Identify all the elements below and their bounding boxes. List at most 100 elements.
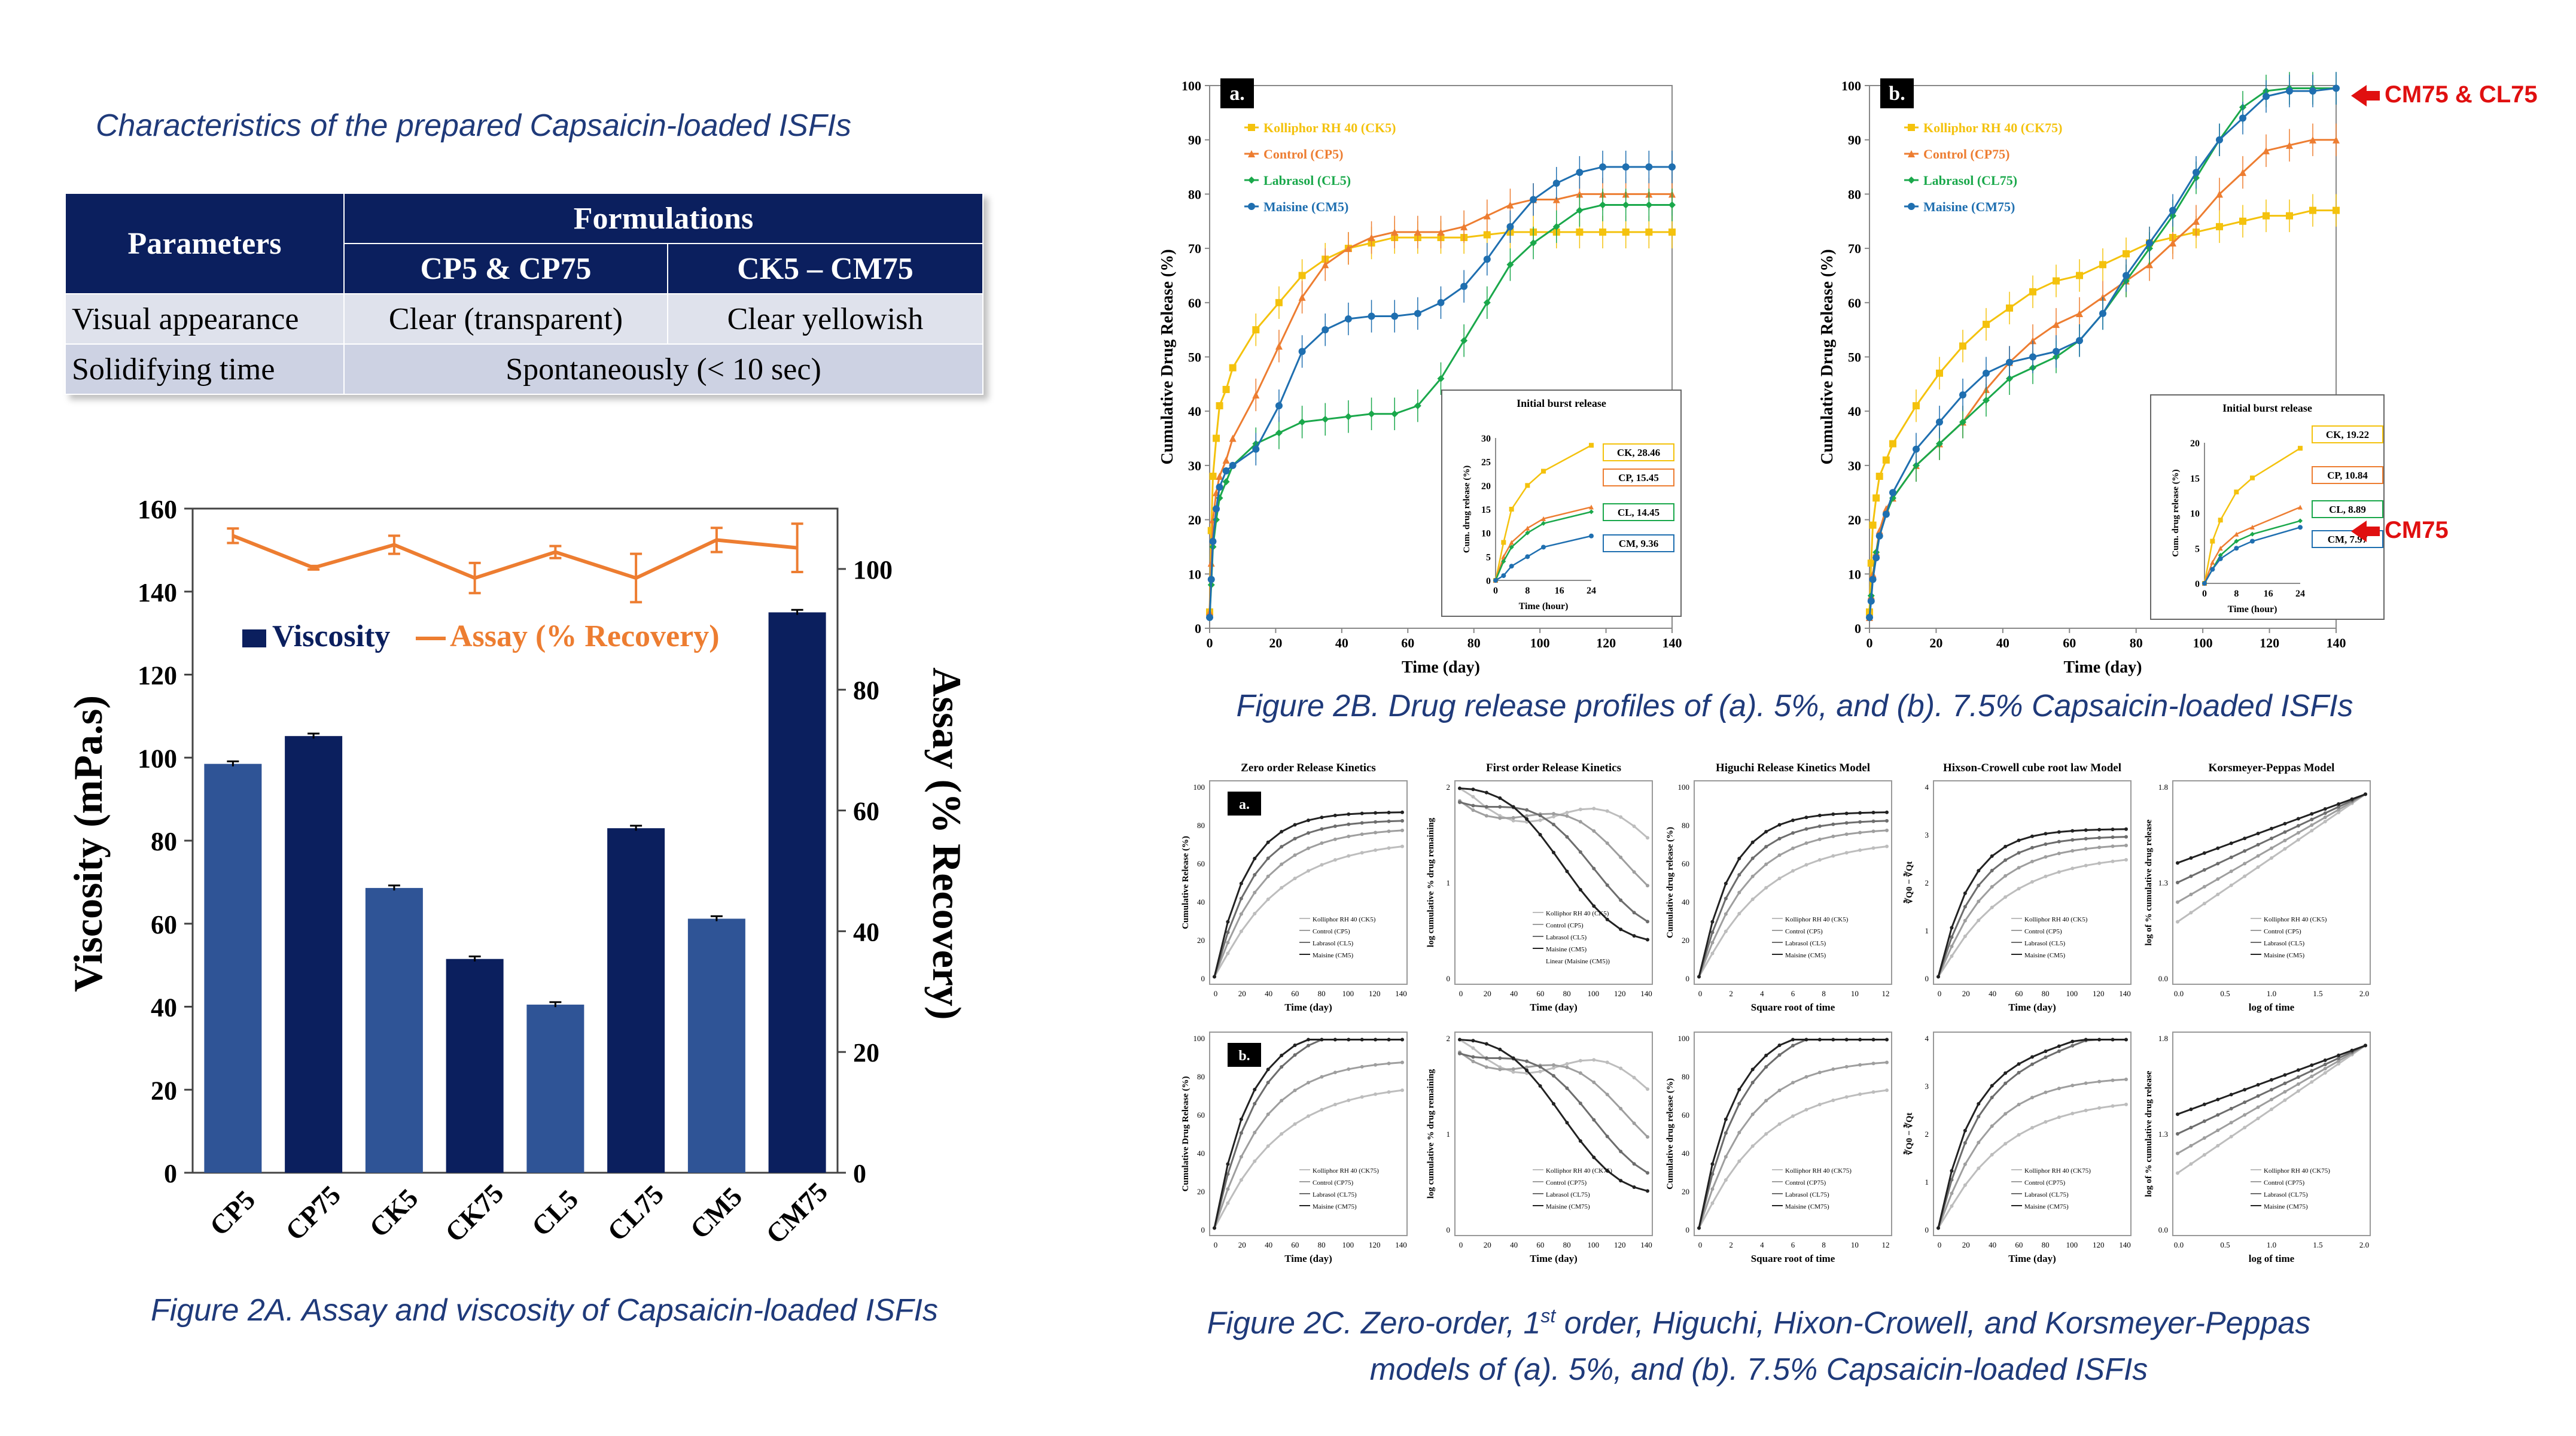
mini-x-axis-label: log of time [2249,1002,2295,1013]
mini-data-point [2176,1132,2179,1136]
mini-data-point [2323,1058,2327,1062]
subheader-cp: CP5 & CP75 [343,243,668,294]
mini-data-point [1750,840,1755,844]
legend-label: Labrasol (CL5) [1263,173,1351,188]
mini-data-point [1280,862,1284,866]
x-tick-label: 60 [1401,635,1414,650]
mini-data-point [2202,902,2206,906]
mini-data-point [1226,930,1230,935]
mini-data-point [1777,1088,1782,1093]
mini-data-point [1950,926,1954,930]
mini-data-point [1293,1043,1297,1048]
mini-data-point [1990,1152,1994,1157]
mini-data-point [1498,1067,1502,1072]
mini-data-point [1552,814,1555,819]
inset-data-point [2298,518,2303,524]
y-tick-label: 40 [1848,404,1861,419]
mini-legend-label: Kolliphor RH 40 (CK5) [1313,916,1376,923]
mini-legend-label: Kolliphor RH 40 (CK75) [1313,1167,1379,1175]
mini-data-point [1498,1047,1502,1051]
mini-x-tick-label: 20 [1238,1240,1246,1249]
mini-y-tick-label: 3 [1925,1082,1929,1091]
mini-data-point [1605,809,1609,813]
mini-data-point [1737,1130,1741,1134]
x-tick-label: CL5 [526,1184,584,1242]
data-point [1275,429,1283,437]
mini-data-point [1538,813,1542,817]
mini-data-point [1632,824,1636,828]
mini-data-point [1387,1061,1391,1066]
mini-data-point [2364,792,2367,796]
mini-data-point [1552,811,1555,816]
mini-data-point [2124,827,2128,831]
data-point [2333,84,2340,92]
mini-data-point [2323,820,2327,824]
mini-data-point [1307,1081,1310,1085]
mini-data-point [2202,1153,2206,1157]
mini-y-tick-label: 0 [1686,974,1690,983]
mini-data-point [1307,818,1310,822]
mini-x-tick-label: 100 [1588,989,1600,998]
mini-data-point [1844,1064,1849,1069]
inset-series-label: CK, 28.46 [1617,447,1660,458]
mini-data-point [1347,1067,1351,1071]
mini-data-point [1374,848,1378,852]
data-point [1889,440,1896,448]
data-point [2169,239,2176,247]
mini-y-tick-label: 4 [1925,1034,1929,1043]
mini-data-point [1471,1060,1475,1064]
mini-y-tick-label: 2 [1447,783,1451,792]
data-point [1322,415,1329,423]
mini-data-point [1592,1118,1596,1122]
bar [446,959,504,1173]
mini-data-point [1950,1191,1954,1195]
bar [687,918,745,1173]
data-point [2099,309,2106,317]
mini-data-point [1605,1169,1609,1173]
mini-data-point [1525,814,1529,818]
data-point [1252,445,1260,453]
panel-label: b. [1889,83,1905,105]
mini-legend-label: Maisine (CM5) [2024,952,2065,959]
mini-legend-label: Maisine (CM75) [1785,1203,1829,1210]
data-point [2029,288,2036,296]
mini-data-point [1885,819,1889,823]
mini-data-point [1471,795,1475,799]
mini-data-point [1266,1081,1270,1085]
mini-y-tick-label: 1.3 [2158,1130,2168,1139]
mini-data-point [1320,816,1324,820]
mini-y-tick-label: 60 [1682,1111,1689,1119]
inset-data-point [2234,531,2239,537]
mini-data-point [1471,1046,1475,1050]
mini-data-point [2057,851,2061,856]
mini-data-point [1525,1069,1529,1073]
y-tick-label: 80 [151,827,177,856]
mini-data-point [1471,808,1475,813]
mini-data-point [2243,1125,2247,1130]
mini-data-point [1831,822,1835,826]
mini-data-point [2229,1093,2233,1097]
inset-series-label: CP, 10.84 [2327,470,2368,481]
mini-data-point [1320,841,1324,845]
mini-data-point [1498,796,1502,800]
mini-data-point [1646,1135,1649,1139]
mini-data-point [1592,1155,1596,1160]
inset-data-point [1509,507,1514,512]
mini-data-point [1565,1061,1569,1066]
mini-data-point [1320,1038,1324,1042]
mini-data-point [1936,975,1940,979]
mini-data-point [1858,820,1862,824]
mini-data-point [1484,790,1488,795]
mini-data-point [1646,920,1649,924]
x-tick-label: 80 [2130,635,2143,650]
caption-fig2c-part1: Figure 2C. Zero-order, 1 [1207,1306,1541,1341]
y2-tick-label: 80 [853,676,879,705]
mini-x-tick-label: 120 [1369,989,1381,998]
mini-data-point [1253,1130,1257,1134]
data-point [1645,201,1653,209]
data-point [1460,337,1468,345]
mini-data-point [1458,800,1461,804]
mini-data-point [1239,1178,1243,1182]
bar [526,1005,584,1173]
mini-y-tick-label: 40 [1197,898,1205,906]
